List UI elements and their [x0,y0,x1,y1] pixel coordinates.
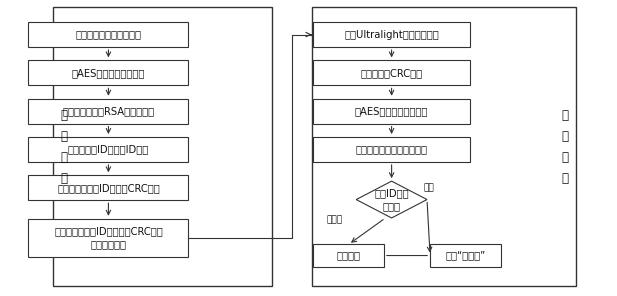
FancyBboxPatch shape [313,137,470,162]
Text: 对数据进行CRC校验: 对数据进行CRC校验 [360,68,423,78]
FancyBboxPatch shape [28,219,188,257]
Text: 不一致: 不一致 [326,215,342,224]
Text: 标记“已识别”: 标记“已识别” [445,250,486,260]
FancyBboxPatch shape [313,244,384,267]
Text: 识
别
过
程: 识 别 过 程 [561,109,569,184]
FancyBboxPatch shape [28,137,188,162]
FancyBboxPatch shape [28,99,188,124]
FancyBboxPatch shape [28,22,188,47]
FancyBboxPatch shape [313,22,470,47]
FancyBboxPatch shape [313,99,470,124]
FancyBboxPatch shape [28,60,188,85]
Polygon shape [356,181,427,218]
Text: 一致: 一致 [423,183,434,192]
Text: 读取Ultralight射频卡的数据: 读取Ultralight射频卡的数据 [344,30,439,40]
Text: 对时间戳密文和ID号密文CRC校验: 对时间戳密文和ID号密文CRC校验 [57,183,160,193]
Text: 解密ID并进
行对比: 解密ID并进 行对比 [375,188,409,211]
Text: 用AES对时间戳进行解密: 用AES对时间戳进行解密 [355,106,428,116]
Text: 将当前时间记录为时间戳: 将当前时间记录为时间戳 [75,30,141,40]
FancyBboxPatch shape [313,60,470,85]
Text: 用公鑰加密ID，得到ID密文: 用公鑰加密ID，得到ID密文 [68,144,149,155]
FancyBboxPatch shape [28,175,188,200]
Text: 将时间戳密文、ID号密文、CRC校验
戳写入射频卡: 将时间戳密文、ID号密文、CRC校验 戳写入射频卡 [54,226,163,250]
Text: 根据时间戳计算RSA算法的公鑰: 根据时间戳计算RSA算法的公鑰 [62,106,154,116]
FancyBboxPatch shape [430,244,501,267]
Text: 识别结束: 识别结束 [336,250,360,260]
Text: 用AES对时间戳进行加密: 用AES对时间戳进行加密 [72,68,145,78]
Text: 根据时间戳计算公鑰和私鑰: 根据时间戳计算公鑰和私鑰 [355,144,428,155]
Text: 加
密
过
程: 加 密 过 程 [60,109,68,184]
